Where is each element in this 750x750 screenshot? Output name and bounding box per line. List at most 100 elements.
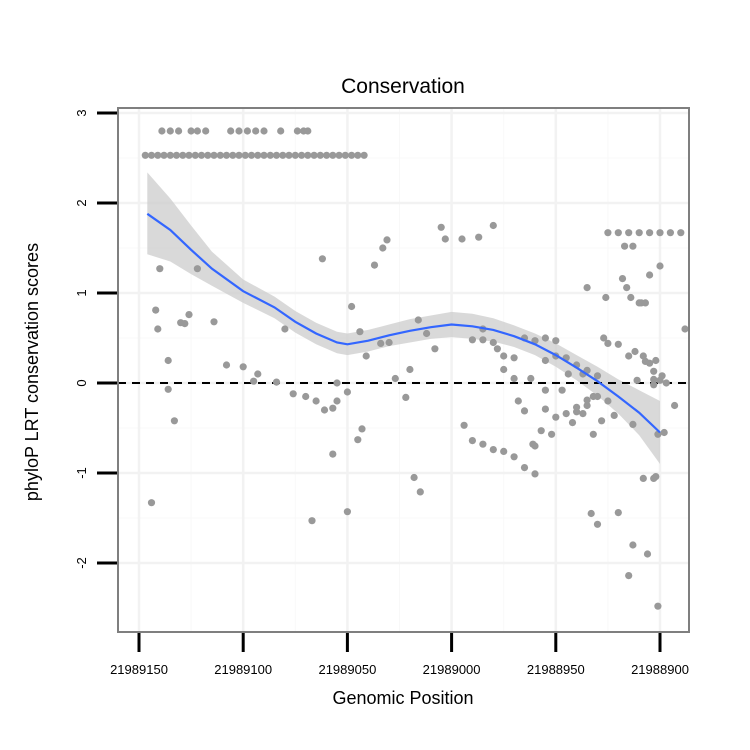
- data-point: [548, 430, 556, 438]
- data-point: [285, 151, 293, 159]
- data-point: [604, 397, 612, 405]
- data-point: [279, 151, 287, 159]
- data-point: [593, 520, 602, 528]
- data-point: [335, 151, 343, 159]
- data-point: [316, 151, 324, 159]
- data-point: [312, 397, 320, 405]
- data-point: [643, 550, 652, 558]
- data-point: [141, 151, 149, 159]
- data-point: [468, 336, 476, 344]
- data-point: [302, 392, 310, 401]
- data-point: [666, 229, 675, 237]
- x-tick-label: 21988950: [527, 662, 585, 677]
- data-point: [272, 378, 281, 386]
- data-point: [333, 397, 341, 405]
- data-point: [210, 318, 218, 326]
- data-point: [391, 374, 399, 383]
- data-point: [660, 428, 668, 437]
- data-point: [677, 229, 685, 237]
- data-point: [604, 229, 612, 237]
- data-point: [646, 229, 654, 237]
- data-point: [500, 352, 508, 360]
- data-point: [289, 390, 297, 398]
- data-point: [348, 302, 356, 311]
- data-point: [650, 375, 658, 383]
- data-point: [552, 413, 560, 421]
- data-point: [318, 255, 326, 263]
- data-point: [266, 151, 274, 159]
- data-point: [166, 151, 174, 159]
- data-point: [187, 127, 195, 135]
- data-point: [602, 293, 610, 302]
- data-point: [354, 436, 362, 444]
- data-point: [147, 151, 156, 159]
- data-point: [185, 311, 193, 319]
- data-point: [216, 151, 224, 159]
- data-point: [631, 347, 639, 356]
- data-point: [552, 337, 560, 345]
- data-point: [458, 235, 466, 243]
- data-point: [156, 265, 164, 273]
- x-axis: 21989150 21989100 21989050 21989000 21988950…: [110, 633, 689, 677]
- y-axis-label: phyloP LRT conservation scores: [22, 243, 42, 501]
- data-point: [654, 602, 662, 610]
- data-point: [160, 151, 168, 159]
- data-point: [358, 425, 366, 433]
- data-point: [164, 385, 172, 393]
- data-point: [489, 446, 497, 454]
- data-point: [177, 319, 185, 327]
- data-point: [385, 338, 393, 347]
- data-point: [610, 411, 618, 419]
- data-point: [635, 229, 643, 237]
- data-point: [520, 464, 529, 472]
- data-point: [202, 127, 210, 135]
- data-point: [348, 151, 356, 159]
- data-point: [641, 357, 650, 365]
- data-point: [564, 370, 572, 378]
- data-point: [579, 410, 587, 418]
- data-point: [510, 374, 518, 383]
- data-point: [291, 151, 299, 159]
- data-point: [204, 151, 212, 159]
- data-point: [193, 127, 201, 135]
- data-point: [298, 151, 306, 159]
- data-point: [573, 403, 581, 411]
- data-point: [304, 127, 312, 135]
- data-point: [681, 325, 689, 333]
- data-point: [510, 354, 518, 362]
- y-tick-label: 1: [74, 289, 89, 296]
- data-point: [541, 356, 550, 365]
- data-point: [164, 356, 172, 365]
- data-point: [658, 372, 666, 380]
- data-point: [562, 410, 570, 418]
- data-point: [154, 151, 162, 159]
- data-point: [629, 541, 637, 549]
- data-point: [468, 437, 476, 445]
- data-point: [354, 151, 362, 159]
- data-point: [568, 419, 577, 427]
- data-point: [460, 421, 468, 429]
- data-point: [623, 284, 631, 292]
- data-point: [293, 127, 301, 135]
- data-point: [541, 334, 550, 342]
- data-point: [239, 363, 247, 371]
- x-axis-label: Genomic Position: [332, 688, 473, 708]
- data-point: [587, 509, 595, 518]
- data-point: [479, 336, 487, 344]
- data-point: [646, 271, 654, 279]
- data-point: [235, 127, 243, 135]
- data-point: [308, 517, 316, 525]
- data-point: [152, 306, 160, 314]
- data-point: [531, 470, 539, 478]
- data-point: [652, 356, 660, 365]
- data-point: [493, 345, 501, 353]
- data-point: [621, 242, 629, 250]
- data-point: [260, 127, 268, 135]
- data-point: [431, 345, 439, 353]
- data-point: [489, 221, 497, 230]
- data-point: [260, 151, 268, 159]
- data-point: [410, 473, 418, 482]
- data-point: [639, 474, 647, 482]
- data-point: [166, 127, 174, 135]
